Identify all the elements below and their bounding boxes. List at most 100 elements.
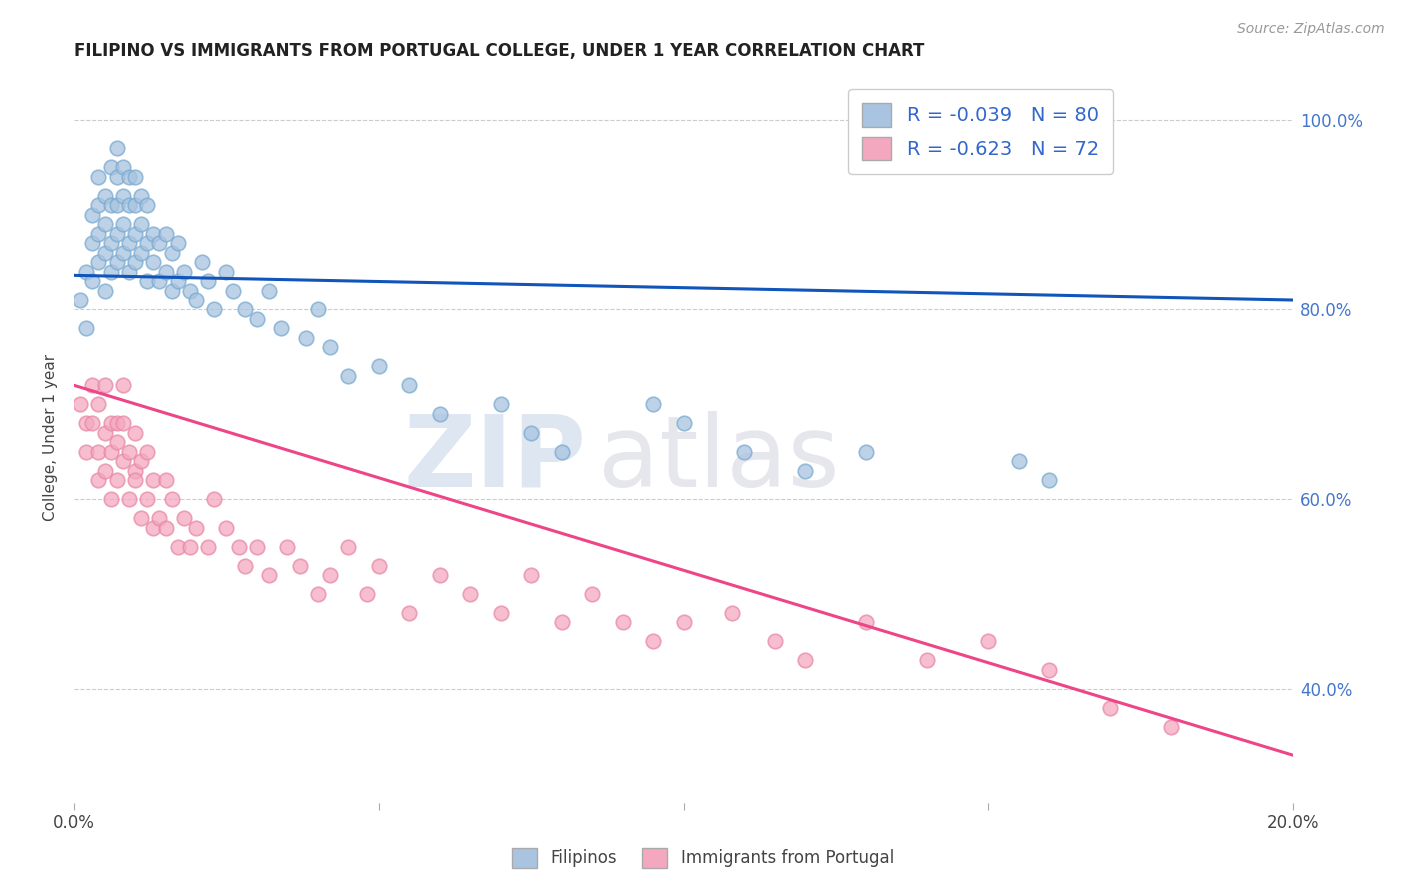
Point xyxy=(136,274,159,288)
Point xyxy=(160,245,183,260)
Point xyxy=(111,188,134,202)
Point xyxy=(136,236,159,251)
Point xyxy=(124,255,146,269)
Y-axis label: College, Under 1 year: College, Under 1 year xyxy=(44,354,58,521)
Point xyxy=(1099,700,1122,714)
Point xyxy=(105,169,128,184)
Point xyxy=(124,464,146,478)
Point xyxy=(129,511,152,525)
Point xyxy=(124,473,146,487)
Point xyxy=(136,444,159,458)
Point xyxy=(105,198,128,212)
Point xyxy=(105,473,128,487)
Point xyxy=(202,492,225,507)
Point xyxy=(173,511,195,525)
Point xyxy=(93,378,115,392)
Point xyxy=(155,520,177,534)
Point xyxy=(173,264,195,278)
Point xyxy=(136,198,159,212)
Point xyxy=(148,236,170,251)
Point xyxy=(87,255,110,269)
Legend: Filipinos, Immigrants from Portugal: Filipinos, Immigrants from Portugal xyxy=(506,841,900,875)
Text: Source: ZipAtlas.com: Source: ZipAtlas.com xyxy=(1237,22,1385,37)
Point xyxy=(794,653,817,667)
Point xyxy=(672,417,695,431)
Point xyxy=(733,444,755,458)
Point xyxy=(337,540,360,554)
Point xyxy=(367,558,389,573)
Point xyxy=(520,568,543,582)
Point xyxy=(75,444,97,458)
Point xyxy=(550,444,572,458)
Point xyxy=(129,188,152,202)
Point xyxy=(148,511,170,525)
Point xyxy=(111,454,134,468)
Point xyxy=(148,274,170,288)
Point xyxy=(160,492,183,507)
Point xyxy=(184,293,207,307)
Point xyxy=(1160,720,1182,734)
Point xyxy=(100,236,122,251)
Point xyxy=(118,444,141,458)
Point xyxy=(520,425,543,440)
Point xyxy=(276,540,298,554)
Point xyxy=(129,217,152,231)
Point xyxy=(367,359,389,374)
Point xyxy=(93,284,115,298)
Point xyxy=(118,264,141,278)
Point xyxy=(82,208,104,222)
Point xyxy=(124,198,146,212)
Point xyxy=(142,255,165,269)
Point xyxy=(612,615,634,630)
Point xyxy=(215,520,238,534)
Point xyxy=(166,540,188,554)
Point xyxy=(307,587,329,601)
Point xyxy=(75,417,97,431)
Point xyxy=(337,368,360,383)
Point xyxy=(118,169,141,184)
Point xyxy=(179,540,201,554)
Text: ZIP: ZIP xyxy=(404,411,586,508)
Point xyxy=(100,492,122,507)
Point xyxy=(142,520,165,534)
Point xyxy=(155,473,177,487)
Point xyxy=(155,264,177,278)
Point xyxy=(356,587,378,601)
Point xyxy=(489,606,512,620)
Point xyxy=(105,141,128,155)
Point xyxy=(155,227,177,241)
Point xyxy=(118,492,141,507)
Point xyxy=(794,464,817,478)
Point xyxy=(69,397,91,411)
Point xyxy=(93,217,115,231)
Point xyxy=(87,444,110,458)
Point xyxy=(166,274,188,288)
Point xyxy=(855,615,877,630)
Point xyxy=(124,169,146,184)
Point xyxy=(202,302,225,317)
Point xyxy=(307,302,329,317)
Point xyxy=(136,492,159,507)
Point xyxy=(166,236,188,251)
Point xyxy=(82,378,104,392)
Point xyxy=(641,397,664,411)
Text: atlas: atlas xyxy=(598,411,839,508)
Legend: R = -0.039   N = 80, R = -0.623   N = 72: R = -0.039 N = 80, R = -0.623 N = 72 xyxy=(848,89,1112,174)
Point xyxy=(100,444,122,458)
Point xyxy=(111,217,134,231)
Point xyxy=(111,245,134,260)
Point xyxy=(246,540,269,554)
Point xyxy=(581,587,603,601)
Point xyxy=(87,227,110,241)
Point xyxy=(191,255,214,269)
Point xyxy=(221,284,243,298)
Point xyxy=(129,454,152,468)
Point xyxy=(917,653,939,667)
Point xyxy=(179,284,201,298)
Point xyxy=(124,425,146,440)
Point xyxy=(257,568,280,582)
Point xyxy=(82,274,104,288)
Point xyxy=(228,540,250,554)
Point xyxy=(105,435,128,450)
Point xyxy=(398,606,420,620)
